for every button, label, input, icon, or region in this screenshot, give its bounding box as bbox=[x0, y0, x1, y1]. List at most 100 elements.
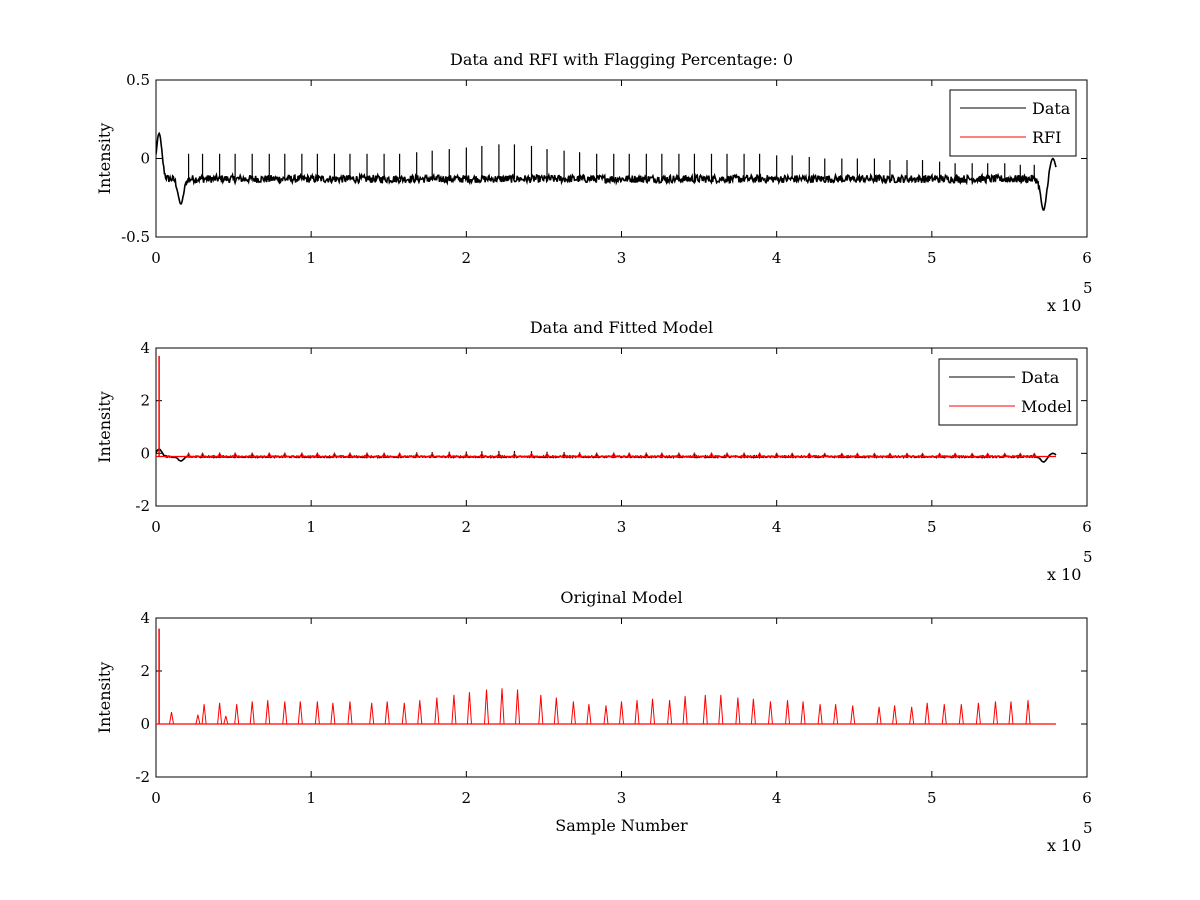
model-spike bbox=[667, 700, 673, 725]
y-tick-label: 2 bbox=[140, 662, 150, 680]
model-spike bbox=[789, 452, 795, 457]
model-spike bbox=[767, 701, 773, 725]
x-tick-label: 6 bbox=[1082, 249, 1092, 267]
model-spike bbox=[937, 452, 943, 457]
model-spike bbox=[920, 452, 925, 457]
subplot-title: Data and Fitted Model bbox=[530, 318, 713, 337]
legend: Data RFI bbox=[949, 89, 1077, 157]
model-spike bbox=[909, 706, 915, 725]
model-spike bbox=[446, 452, 452, 457]
x-tick-label: 6 bbox=[1082, 789, 1092, 807]
y-tick-label: 0 bbox=[140, 715, 150, 733]
model-spike bbox=[619, 701, 624, 725]
model-spike bbox=[401, 702, 407, 725]
model-spike bbox=[186, 452, 192, 457]
model-spike bbox=[594, 452, 600, 457]
model-spike bbox=[282, 452, 288, 457]
legend-box bbox=[938, 358, 1078, 426]
x-tick-label: 2 bbox=[462, 518, 472, 536]
model-spike bbox=[561, 452, 567, 457]
model-spike bbox=[266, 452, 272, 457]
x-exponent-base: x 10 bbox=[1047, 296, 1081, 315]
x-tick-label: 0 bbox=[151, 789, 161, 807]
legend-label: Data bbox=[1021, 368, 1060, 387]
model-spike bbox=[201, 704, 207, 725]
model-spike bbox=[249, 452, 255, 457]
y-axis-label: Intensity bbox=[95, 123, 114, 195]
model-spike bbox=[876, 706, 882, 725]
y-tick-label: 0.5 bbox=[126, 71, 150, 89]
x-exponent-power: 5 bbox=[1083, 548, 1093, 566]
model-spike bbox=[553, 697, 559, 725]
model-spike bbox=[484, 689, 490, 725]
model-spike bbox=[682, 696, 688, 725]
model-spike bbox=[282, 701, 288, 725]
model-spike bbox=[785, 700, 791, 725]
model-spike bbox=[249, 701, 255, 725]
model-spike bbox=[871, 452, 877, 457]
model-spike bbox=[515, 689, 521, 725]
model-spike bbox=[643, 452, 649, 457]
model-spike bbox=[265, 700, 271, 725]
model-spike bbox=[200, 452, 205, 457]
y-tick-label: -2 bbox=[135, 768, 150, 786]
legend: Data Model bbox=[938, 358, 1078, 426]
model-spike bbox=[538, 694, 544, 725]
model-spike bbox=[1017, 452, 1023, 457]
model-spike bbox=[570, 701, 576, 725]
model-spike bbox=[381, 452, 387, 457]
model-spike bbox=[544, 452, 550, 457]
model-spike bbox=[724, 452, 730, 457]
plot-area bbox=[156, 131, 1057, 211]
model-spike bbox=[332, 452, 337, 457]
x-exponent-power: 5 bbox=[1083, 819, 1093, 837]
y-tick-label: 4 bbox=[140, 339, 150, 357]
x-tick-label: 3 bbox=[617, 789, 627, 807]
model-spike bbox=[529, 452, 534, 457]
model-spike bbox=[330, 702, 336, 725]
model-spike bbox=[297, 701, 303, 725]
subplot-title: Data and RFI with Flagging Percentage: 0 bbox=[450, 50, 793, 69]
x-tick-label: 4 bbox=[772, 249, 782, 267]
model-spike bbox=[314, 452, 320, 457]
series-line-data bbox=[156, 131, 1057, 211]
x-tick-label: 0 bbox=[151, 249, 161, 267]
model-spike bbox=[904, 452, 910, 457]
legend-box bbox=[949, 89, 1077, 157]
x-tick-label: 4 bbox=[772, 789, 782, 807]
model-spike bbox=[369, 702, 375, 725]
model-spike bbox=[650, 698, 656, 725]
model-spike bbox=[741, 452, 747, 457]
model-spike bbox=[364, 452, 370, 457]
model-spike bbox=[750, 698, 756, 725]
model-spike bbox=[850, 705, 856, 725]
y-axis-label: Intensity bbox=[95, 662, 114, 734]
model-spike bbox=[709, 452, 714, 457]
x-exponent-base: x 10 bbox=[1047, 836, 1081, 855]
model-spike bbox=[839, 452, 845, 457]
model-spike bbox=[169, 711, 175, 725]
model-spike bbox=[347, 452, 353, 457]
x-tick-label: 2 bbox=[462, 789, 472, 807]
model-spike bbox=[854, 452, 860, 457]
legend-label: RFI bbox=[1032, 128, 1061, 147]
model-spike bbox=[603, 705, 609, 725]
legend-label: Data bbox=[1032, 99, 1071, 118]
model-spike bbox=[463, 452, 469, 457]
model-spike bbox=[195, 714, 201, 725]
model-spike bbox=[985, 452, 991, 457]
model-spike bbox=[1002, 452, 1008, 457]
model-spike bbox=[1025, 700, 1031, 725]
y-tick-label: 2 bbox=[140, 392, 150, 410]
model-spike bbox=[496, 452, 502, 457]
legend-label: Model bbox=[1021, 397, 1072, 416]
model-spike bbox=[718, 694, 724, 725]
x-tick-label: 2 bbox=[462, 249, 472, 267]
model-spike bbox=[887, 452, 893, 457]
y-axis-label: Intensity bbox=[95, 391, 114, 463]
model-spike bbox=[659, 452, 665, 457]
model-spike bbox=[232, 452, 238, 457]
model-spike bbox=[969, 452, 975, 457]
